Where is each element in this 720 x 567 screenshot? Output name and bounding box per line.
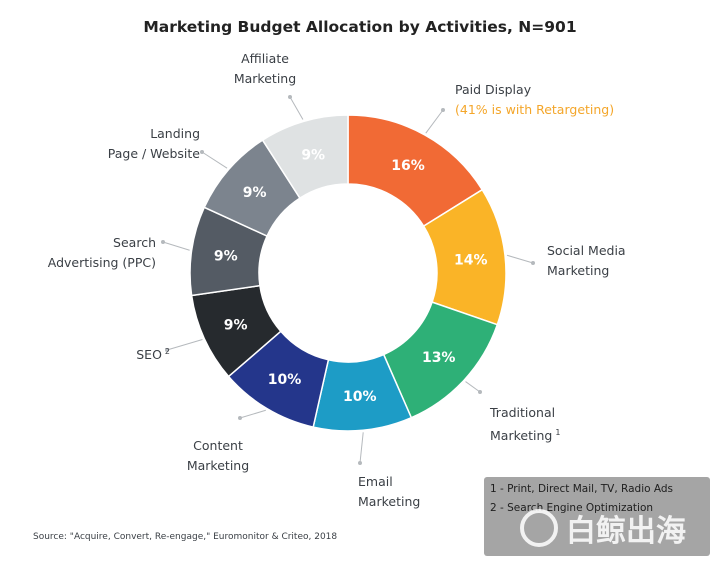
leader-line xyxy=(201,151,228,169)
label-search-advertising: Search Advertising (PPC) xyxy=(47,235,156,270)
leader-line xyxy=(162,241,190,251)
leader-line xyxy=(166,338,203,351)
leader-line xyxy=(289,96,304,120)
slice-value-label: 9% xyxy=(243,185,267,201)
source-note: Source: "Acquire, Convert, Re-engage," E… xyxy=(33,532,338,542)
footnotes-box: 1 - Print, Direct Mail, TV, Radio Ads 2 … xyxy=(484,477,710,556)
label-paid-display: Paid Display (41% is with Retargeting) xyxy=(455,82,615,117)
footnote-1: 1 - Print, Direct Mail, TV, Radio Ads xyxy=(490,483,674,495)
label-traditional: Traditional Marketing 1 xyxy=(490,405,561,444)
leader-line xyxy=(359,432,364,464)
label-affiliate: Affiliate Marketing xyxy=(233,51,297,86)
leader-line xyxy=(465,381,481,393)
leader-dot xyxy=(165,348,169,352)
leader-dot xyxy=(161,240,165,244)
leader-dot xyxy=(200,150,204,154)
leader-line xyxy=(239,409,266,419)
watermark: 白鲸出海 xyxy=(520,500,710,556)
slice-value-label: 14% xyxy=(454,252,488,268)
label-email: Email Marketing xyxy=(358,474,421,509)
slice-value-label: 13% xyxy=(422,350,456,366)
leader-line xyxy=(506,254,534,264)
leader-dot xyxy=(358,461,362,465)
slice-value-label: 9% xyxy=(224,317,248,333)
leader-line xyxy=(425,109,444,134)
watermark-logo-icon xyxy=(520,509,558,547)
slice-value-label: 10% xyxy=(343,389,377,405)
leader-dot xyxy=(288,95,292,99)
label-seo: SEO 2 xyxy=(136,347,170,363)
slice-value-label: 9% xyxy=(301,148,325,164)
label-social-media: Social Media Marketing xyxy=(547,243,626,278)
chart-title: Marketing Budget Allocation by Activitie… xyxy=(143,18,577,36)
label-landing-page: Landing Page / Website xyxy=(107,126,200,161)
leader-dot xyxy=(238,416,242,420)
slice-value-label: 16% xyxy=(391,158,425,174)
slice-value-label: 10% xyxy=(268,372,302,388)
leader-dot xyxy=(531,261,535,265)
label-content: Content Marketing xyxy=(186,438,250,473)
slice-value-label: 9% xyxy=(214,248,238,264)
leader-dot xyxy=(478,390,482,394)
donut-slice xyxy=(261,114,349,200)
leader-dot xyxy=(441,108,445,112)
